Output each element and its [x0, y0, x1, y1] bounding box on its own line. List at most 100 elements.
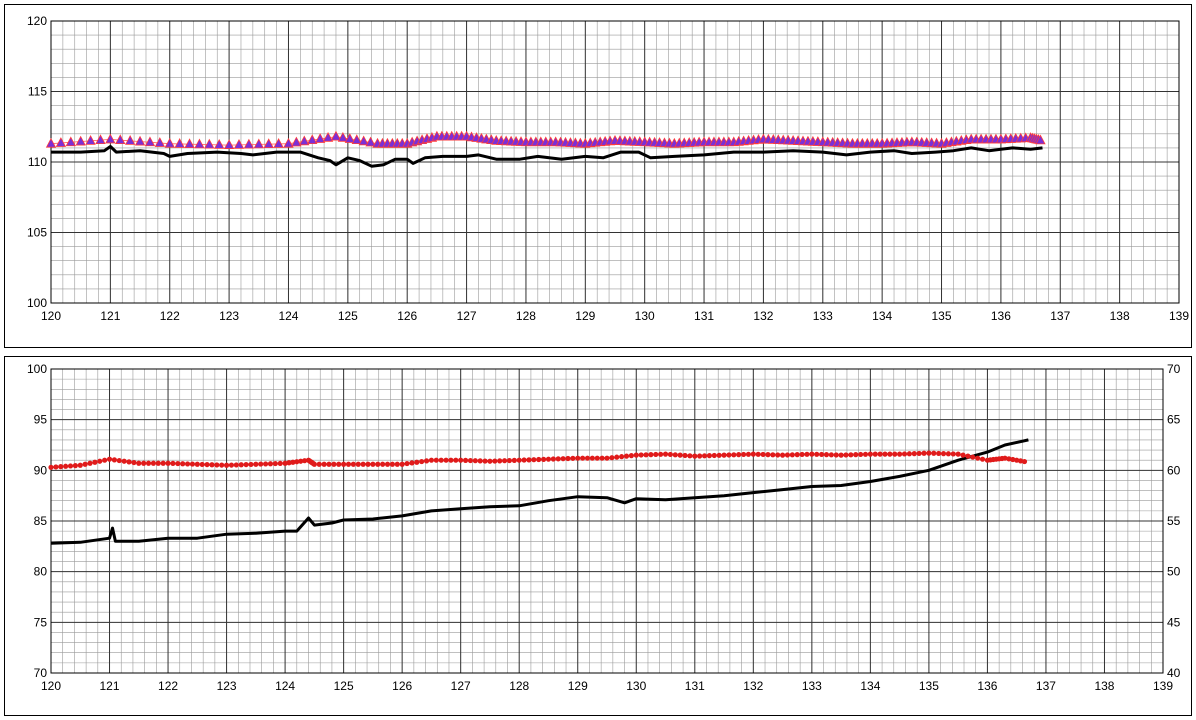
- dot-marker: [838, 452, 844, 458]
- dot-marker: [833, 452, 839, 458]
- dot-marker: [765, 452, 771, 458]
- dot-marker: [614, 454, 620, 460]
- dot-marker: [540, 456, 547, 462]
- dot-marker: [72, 463, 78, 469]
- dot-marker: [462, 457, 469, 463]
- dot-marker: [545, 456, 552, 462]
- dot-marker: [521, 457, 527, 463]
- dot-marker: [77, 462, 83, 468]
- dot-marker: [298, 458, 304, 464]
- dot-marker: [472, 458, 478, 464]
- dot-marker: [526, 457, 532, 463]
- dot-marker: [272, 460, 278, 467]
- triangle-marker: [273, 138, 284, 148]
- dot-marker: [316, 461, 322, 467]
- dot-marker: [906, 451, 912, 457]
- dot-marker: [633, 452, 639, 458]
- y-tick-label: 110: [28, 155, 47, 169]
- plot-area: [50, 20, 1180, 304]
- dot-marker: [67, 463, 74, 469]
- x-tick-label: 138: [1110, 309, 1130, 323]
- dot-marker: [565, 455, 571, 462]
- dot-marker: [506, 457, 513, 464]
- x-tick-label: 131: [685, 679, 705, 693]
- dot-marker: [750, 451, 756, 457]
- dot-marker: [131, 459, 137, 466]
- x-tick-label: 126: [392, 679, 412, 693]
- dot-marker: [1006, 456, 1012, 462]
- dot-marker: [692, 453, 698, 459]
- dot-marker: [853, 452, 859, 458]
- bottom-chart: 120 121 122 123 124 125 126 127 128 129 130 131 132 1…: [27, 362, 1181, 693]
- dot-marker: [121, 458, 127, 464]
- dot-marker: [931, 450, 937, 456]
- dot-marker: [501, 458, 508, 464]
- series-1: [48, 450, 1028, 470]
- dot-marker: [116, 457, 122, 464]
- dot-marker: [594, 455, 600, 461]
- dot-marker: [745, 451, 752, 457]
- dot-marker: [331, 461, 337, 467]
- dot-marker: [848, 452, 854, 458]
- x-tick-label: 125: [338, 309, 358, 323]
- triangle-marker: [358, 135, 369, 146]
- dot-marker: [531, 457, 537, 463]
- triangle-marker: [337, 131, 349, 142]
- dot-marker: [775, 452, 781, 458]
- y-tick-label: 120: [27, 14, 47, 28]
- dot-marker: [48, 464, 54, 470]
- dot-marker: [380, 461, 386, 467]
- dot-marker: [365, 461, 371, 467]
- dot-marker: [106, 456, 113, 462]
- x-tick-label: 124: [275, 679, 295, 693]
- dot-marker: [1010, 456, 1016, 463]
- dot-marker: [58, 464, 64, 470]
- dot-marker: [165, 460, 171, 466]
- dot-marker: [599, 455, 605, 461]
- dot-marker: [126, 459, 132, 465]
- dot-marker: [731, 452, 737, 458]
- triangle-marker: [144, 136, 156, 147]
- dot-marker: [326, 461, 332, 467]
- y-tick-label: 95: [34, 413, 48, 427]
- dot-marker: [653, 451, 659, 458]
- dot-marker: [253, 461, 259, 467]
- dot-marker: [438, 457, 444, 463]
- dot-marker: [536, 456, 542, 463]
- dot-marker: [180, 461, 186, 467]
- dot-marker: [214, 462, 220, 468]
- dot-marker: [760, 451, 766, 458]
- dot-marker: [887, 451, 893, 457]
- dot-marker: [667, 451, 674, 458]
- dot-marker: [755, 451, 761, 457]
- dot-marker: [350, 461, 356, 467]
- triangle-marker: [307, 134, 318, 145]
- dot-marker: [92, 459, 98, 465]
- y2-tick-label: 65: [1167, 413, 1181, 427]
- y-tick-label: 85: [34, 514, 48, 528]
- dot-marker: [936, 450, 942, 457]
- dot-marker: [789, 452, 795, 458]
- triangle-marker: [223, 139, 235, 149]
- dot-marker: [1014, 457, 1020, 463]
- dot-marker: [399, 461, 405, 467]
- x-tick-label: 120: [41, 679, 61, 693]
- x-tick-label: 128: [509, 679, 529, 693]
- dot-marker: [199, 461, 205, 468]
- x-tick-label: 129: [568, 679, 588, 693]
- triangle-marker: [75, 135, 86, 146]
- triangle-marker: [253, 138, 264, 149]
- dot-marker: [970, 454, 976, 460]
- dot-marker: [282, 460, 288, 466]
- triangle-marker: [299, 135, 310, 146]
- x-tick-label: 121: [100, 679, 120, 693]
- y2-tick-label: 50: [1167, 565, 1181, 579]
- plot-area: [50, 368, 1164, 674]
- triangle-marker: [204, 138, 215, 149]
- dot-marker: [311, 461, 317, 467]
- x-tick-label: 139: [1169, 309, 1189, 323]
- dot-marker: [243, 461, 249, 468]
- dot-marker: [294, 459, 300, 465]
- triangle-marker: [1035, 134, 1046, 145]
- dot-marker: [570, 455, 576, 461]
